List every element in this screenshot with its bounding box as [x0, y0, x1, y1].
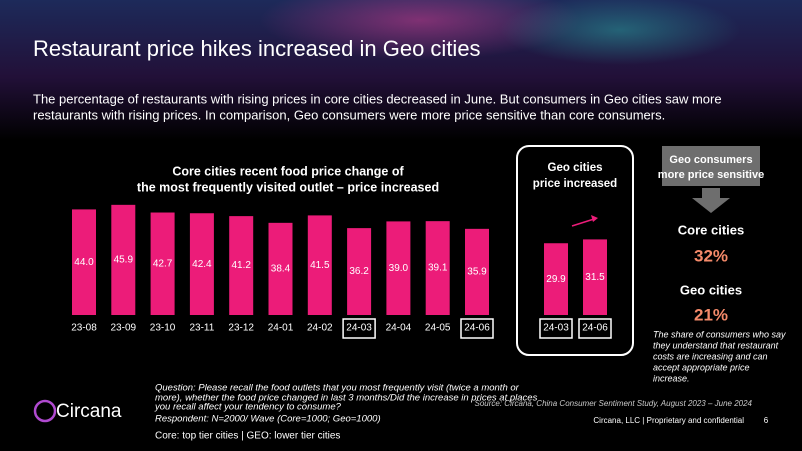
x-tick-label: 23-09: [111, 323, 137, 334]
glow: [260, 0, 580, 60]
chart-title: the most frequently visited outlet – pri…: [137, 180, 439, 194]
x-tick-label: 24-04: [386, 323, 412, 334]
bar: [150, 212, 175, 315]
note-line: accept appropriate price: [653, 362, 750, 372]
value-label: 42.4: [192, 259, 212, 270]
side-note: The share of consumers who say they unde…: [653, 329, 786, 383]
bar: [229, 216, 254, 315]
bar: [111, 204, 136, 315]
value-label: 31.5: [585, 272, 605, 283]
subtitle: The percentage of restaurants with risin…: [33, 91, 722, 106]
value-label: 44.0: [74, 257, 94, 268]
highlight-box: [342, 318, 376, 339]
side-header: more price sensitive: [658, 169, 764, 181]
trend-arrow: [571, 218, 595, 227]
value-label: 29.9: [546, 274, 566, 285]
x-tick-label: 24-01: [268, 323, 294, 334]
source: Source: Circana, China Consumer Sentimen…: [475, 399, 753, 408]
note-line: costs are increasing and can: [653, 351, 768, 361]
x-tick-label: 23-11: [189, 323, 214, 334]
x-tick-label: 23-08: [71, 323, 97, 334]
geo-label: Geo cities: [680, 282, 742, 297]
company: Circana, LLC | Proprietary and confident…: [593, 416, 744, 425]
chart-title: Geo cities: [548, 162, 603, 174]
geo-value: 21%: [694, 305, 728, 324]
note-line: The share of consumers who say: [653, 329, 786, 339]
question-line: more), whether the food price changed in…: [155, 393, 538, 404]
geo-frame: [516, 145, 634, 356]
value-label: 35.9: [467, 267, 487, 278]
bar: [583, 239, 607, 315]
bar: [347, 228, 372, 315]
x-tick-label: 24-03: [346, 323, 372, 334]
bar: [307, 215, 332, 315]
value-label: 41.5: [310, 260, 330, 271]
value-label: 41.2: [231, 260, 251, 271]
bar: [425, 221, 450, 315]
x-tick-label: 23-12: [228, 323, 254, 334]
x-tick-label: 24-06: [464, 323, 490, 334]
value-label: 39.0: [389, 263, 409, 274]
definition: Core: top tier cities | GEO: lower tier …: [155, 431, 340, 442]
bar: [72, 209, 96, 315]
core-value: 32%: [694, 246, 728, 265]
bar: [189, 213, 214, 315]
chart-title: price increased: [533, 178, 617, 190]
bar: [268, 222, 293, 315]
value-label: 45.9: [114, 255, 134, 266]
question-line: you recall affect your tendency to consu…: [154, 402, 342, 413]
x-tick-label: 24-03: [543, 323, 569, 334]
highlight-box: [539, 318, 573, 339]
bar: [465, 228, 489, 315]
question: Question: Please recall the food outlets…: [154, 383, 538, 425]
value-label: 36.2: [349, 266, 369, 277]
note-line: they understand that restaurant: [653, 340, 779, 350]
bar: [386, 221, 411, 315]
subtitle: restaurants with rising prices. In compa…: [33, 107, 665, 122]
value-label: 42.7: [153, 258, 173, 269]
glow: [500, 0, 740, 65]
side-header-box: [662, 146, 760, 186]
note-line: increase.: [653, 373, 690, 383]
core-label: Core cities: [678, 222, 744, 237]
bar: [544, 243, 568, 315]
logo-text: Circana: [56, 401, 122, 422]
logo-mark: [33, 399, 57, 423]
respondent: Respondent: N=2000/ Wave (Core=1000; Geo…: [155, 414, 381, 425]
value-label: 38.4: [271, 264, 291, 275]
x-tick-label: 24-02: [307, 323, 333, 334]
x-tick-label: 23-10: [150, 323, 176, 334]
slide-title: Restaurant price hikes increased in Geo …: [33, 36, 481, 61]
chart-title: Core cities recent food price change of: [172, 164, 404, 178]
x-tick-label: 24-06: [582, 323, 608, 334]
x-tick-label: 24-05: [425, 323, 451, 334]
down-arrow: [692, 188, 730, 213]
side-header: Geo consumers: [669, 154, 752, 166]
question-line: Question: Please recall the food outlets…: [155, 383, 520, 394]
highlight-box: [578, 318, 612, 339]
trend-arrow-head: [591, 215, 598, 222]
page-number: 6: [764, 416, 769, 425]
value-label: 39.1: [428, 263, 448, 274]
highlight-box: [460, 318, 494, 339]
